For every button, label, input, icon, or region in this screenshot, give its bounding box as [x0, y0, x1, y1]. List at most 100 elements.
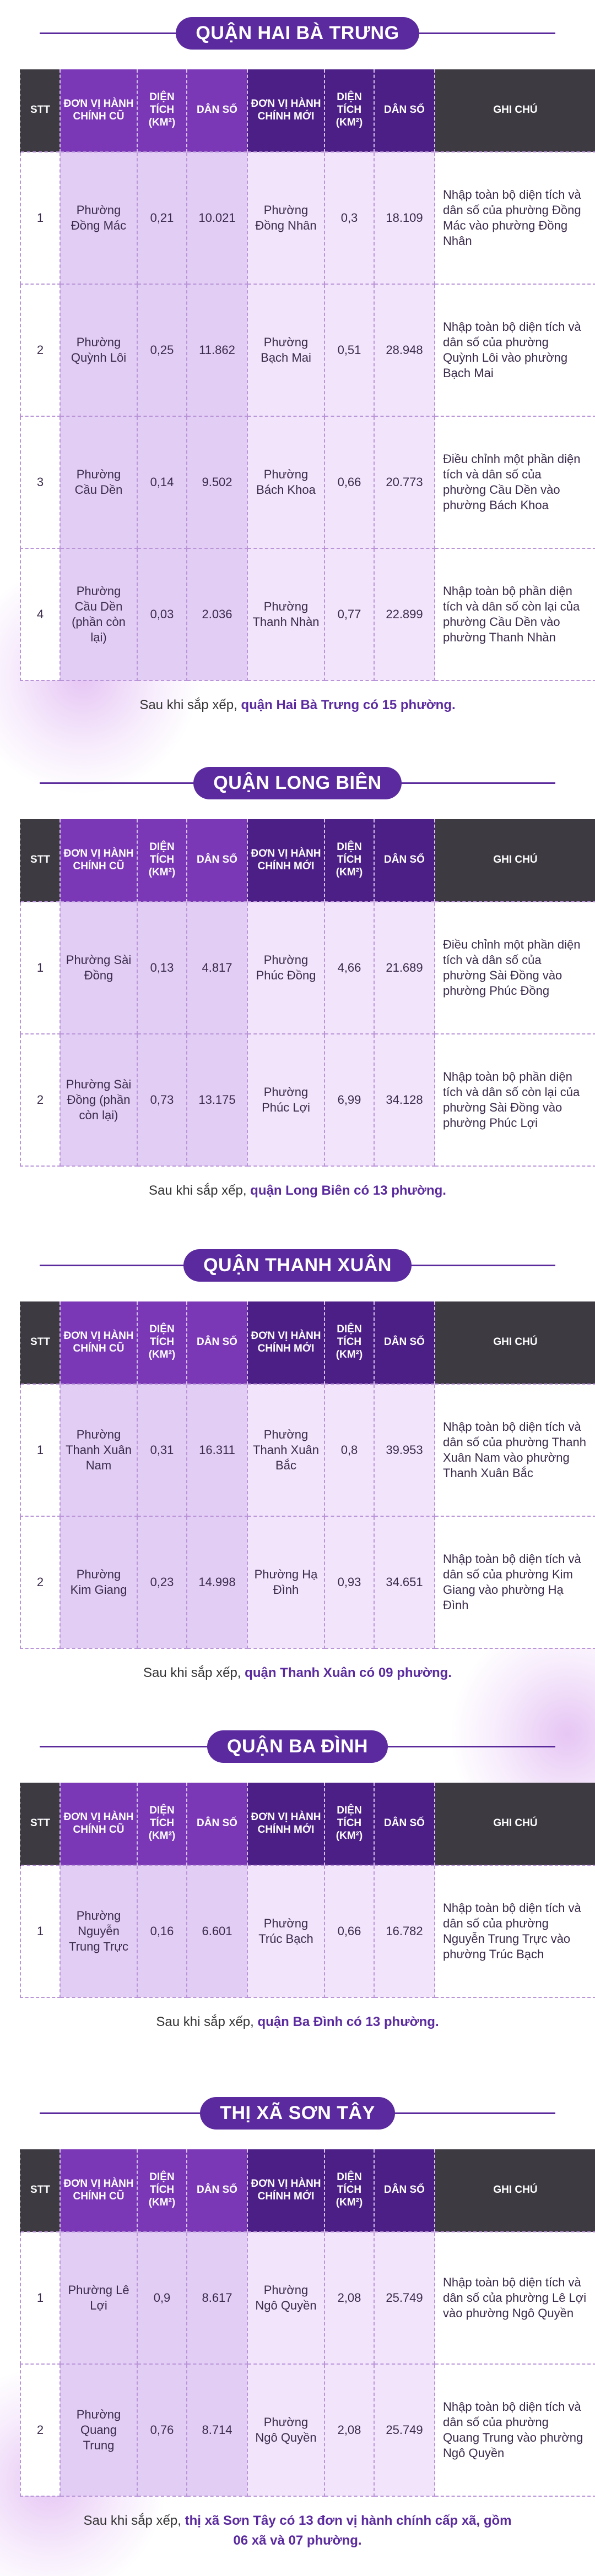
- header-old-population: DÂN SỐ: [186, 1301, 247, 1384]
- new-unit-area: 0,3: [324, 151, 375, 285]
- table-row: 1 Phường Nguyễn Trung Trực 0,16 6.601 Ph…: [20, 1865, 595, 1998]
- merger-table: STT ĐƠN VỊ HÀNH CHÍNH CŨ DIỆN TÍCH (KM²)…: [20, 2149, 595, 2497]
- old-unit-name: Phường Kim Giang: [60, 1516, 138, 1649]
- merger-table: STT ĐƠN VỊ HÀNH CHÍNH CŨ DIỆN TÍCH (KM²)…: [20, 1301, 595, 1649]
- new-unit-name: Phường Hạ Đình: [247, 1516, 325, 1649]
- note-cell: Nhập toàn bộ phần diện tích và dân số cò…: [434, 548, 595, 681]
- section-summary: Sau khi sắp xếp, thị xã Sơn Tây có 13 đơ…: [0, 2511, 595, 2551]
- header-note: GHI CHÚ: [434, 1301, 595, 1384]
- old-unit-area: 0,31: [137, 1384, 187, 1517]
- header-new-area: DIỆN TÍCH (KM²): [324, 69, 374, 152]
- table-row: 2 Phường Quang Trung 0,76 8.714 Phường N…: [20, 2363, 595, 2497]
- new-unit-population: 39.953: [374, 1384, 435, 1517]
- old-unit-area: 0,13: [137, 901, 187, 1034]
- header-stt: STT: [20, 819, 60, 902]
- header-stt: STT: [20, 1301, 60, 1384]
- summary-prefix: Sau khi sắp xếp,: [139, 698, 241, 712]
- header-old-unit: ĐƠN VỊ HÀNH CHÍNH CŨ: [60, 69, 137, 152]
- old-unit-area: 0,21: [137, 151, 187, 285]
- row-number: 2: [20, 2363, 61, 2497]
- old-unit-area: 0,76: [137, 2363, 187, 2497]
- section-long-bien: QUẬN LONG BIÊN STT ĐƠN VỊ HÀNH CHÍNH CŨ …: [0, 765, 595, 1201]
- section-title: QUẬN LONG BIÊN: [193, 766, 402, 799]
- note-cell: Nhập toàn bộ phần diện tích và dân số cò…: [434, 1033, 595, 1167]
- header-new-area: DIỆN TÍCH (KM²): [324, 1301, 374, 1384]
- summary-prefix: Sau khi sắp xếp,: [156, 2014, 258, 2029]
- summary-highlight: quận Thanh Xuân có 09 phường.: [245, 1665, 452, 1680]
- summary-highlight: quận Long Biên có 13 phường.: [250, 1183, 446, 1198]
- note-cell: Nhập toàn bộ diện tích và dân số của phư…: [434, 2363, 595, 2497]
- new-unit-area: 0,8: [324, 1384, 375, 1517]
- header-stt: STT: [20, 1783, 60, 1865]
- table-header-row: STT ĐƠN VỊ HÀNH CHÍNH CŨ DIỆN TÍCH (KM²)…: [20, 69, 595, 152]
- header-note: GHI CHÚ: [434, 1783, 595, 1865]
- old-unit-name: Phường Quỳnh Lôi: [60, 284, 138, 417]
- summary-prefix: Sau khi sắp xếp,: [143, 1665, 245, 1680]
- section-summary: Sau khi sắp xếp, quận Hai Bà Trưng có 15…: [0, 695, 595, 715]
- new-unit-population: 18.109: [374, 151, 435, 285]
- section-heading: QUẬN LONG BIÊN: [0, 765, 595, 800]
- new-unit-population: 25.749: [374, 2363, 435, 2497]
- section-summary: Sau khi sắp xếp, quận Long Biên có 13 ph…: [0, 1181, 595, 1201]
- old-unit-name: Phường Đồng Mác: [60, 151, 138, 285]
- new-unit-name: Phường Đồng Nhân: [247, 151, 325, 285]
- section-heading: QUẬN THANH XUÂN: [0, 1248, 595, 1283]
- new-unit-population: 20.773: [374, 416, 435, 549]
- old-unit-area: 0,73: [137, 1033, 187, 1167]
- table-row: 2 Phường Quỳnh Lôi 0,25 11.862 Phường Bạ…: [20, 284, 595, 417]
- new-unit-name: Phường Thanh Nhàn: [247, 548, 325, 681]
- new-unit-name: Phường Thanh Xuân Bắc: [247, 1384, 325, 1517]
- note-cell: Điều chỉnh một phần diện tích và dân số …: [434, 416, 595, 549]
- new-unit-name: Phường Ngô Quyền: [247, 2231, 325, 2365]
- old-unit-area: 0,23: [137, 1516, 187, 1649]
- new-unit-area: 0,93: [324, 1516, 375, 1649]
- old-unit-name: Phường Nguyễn Trung Trực: [60, 1865, 138, 1998]
- merger-table: STT ĐƠN VỊ HÀNH CHÍNH CŨ DIỆN TÍCH (KM²)…: [20, 1783, 595, 1998]
- header-new-population: DÂN SỐ: [374, 2149, 435, 2232]
- section-ba-dinh: QUẬN BA ĐÌNH STT ĐƠN VỊ HÀNH CHÍNH CŨ DI…: [0, 1729, 595, 2032]
- header-old-area: DIỆN TÍCH (KM²): [137, 1301, 187, 1384]
- header-new-unit: ĐƠN VỊ HÀNH CHÍNH MỚI: [247, 819, 324, 902]
- row-number: 1: [20, 151, 61, 285]
- old-unit-population: 9.502: [186, 416, 248, 549]
- header-note: GHI CHÚ: [434, 2149, 595, 2232]
- section-heading: THỊ XÃ SƠN TÂY: [0, 2095, 595, 2131]
- old-unit-area: 0,14: [137, 416, 187, 549]
- note-cell: Nhập toàn bộ diện tích và dân số của phư…: [434, 2231, 595, 2365]
- old-unit-population: 10.021: [186, 151, 248, 285]
- new-unit-area: 2,08: [324, 2363, 375, 2497]
- table-row: 1 Phường Thanh Xuân Nam 0,31 16.311 Phườ…: [20, 1384, 595, 1517]
- header-old-unit: ĐƠN VỊ HÀNH CHÍNH CŨ: [60, 1301, 137, 1384]
- header-new-unit: ĐƠN VỊ HÀNH CHÍNH MỚI: [247, 1301, 324, 1384]
- section-title: THỊ XÃ SƠN TÂY: [200, 2096, 395, 2130]
- old-unit-population: 16.311: [186, 1384, 248, 1517]
- old-unit-name: Phường Sài Đồng: [60, 901, 138, 1034]
- summary-prefix: Sau khi sắp xếp,: [149, 1183, 251, 1198]
- note-cell: Nhập toàn bộ diện tích và dân số của phư…: [434, 151, 595, 285]
- summary-highlight: quận Ba Đình có 13 phường.: [257, 2014, 439, 2029]
- header-note: GHI CHÚ: [434, 819, 595, 902]
- header-old-area: DIỆN TÍCH (KM²): [137, 1783, 187, 1865]
- row-number: 1: [20, 1865, 61, 1998]
- header-new-unit: ĐƠN VỊ HÀNH CHÍNH MỚI: [247, 2149, 324, 2232]
- old-unit-area: 0,03: [137, 548, 187, 681]
- section-son-tay: THỊ XÃ SƠN TÂY STT ĐƠN VỊ HÀNH CHÍNH CŨ …: [0, 2095, 595, 2551]
- new-unit-name: Phường Trúc Bạch: [247, 1865, 325, 1998]
- row-number: 3: [20, 416, 61, 549]
- new-unit-area: 2,08: [324, 2231, 375, 2365]
- header-old-population: DÂN SỐ: [186, 2149, 247, 2232]
- header-new-area: DIỆN TÍCH (KM²): [324, 2149, 374, 2232]
- note-cell: Nhập toàn bộ diện tích và dân số của phư…: [434, 284, 595, 417]
- row-number: 1: [20, 2231, 61, 2365]
- note-cell: Nhập toàn bộ diện tích và dân số của phư…: [434, 1516, 595, 1649]
- header-note: GHI CHÚ: [434, 69, 595, 152]
- new-unit-area: 4,66: [324, 901, 375, 1034]
- row-number: 2: [20, 1516, 61, 1649]
- old-unit-name: Phường Thanh Xuân Nam: [60, 1384, 138, 1517]
- old-unit-name: Phường Quang Trung: [60, 2363, 138, 2497]
- section-hai-ba-trung: QUẬN HAI BÀ TRƯNG STT ĐƠN VỊ HÀNH CHÍNH …: [0, 15, 595, 715]
- new-unit-area: 0,51: [324, 284, 375, 417]
- summary-highlight: quận Hai Bà Trưng có 15 phường.: [241, 698, 456, 712]
- old-unit-name: Phường Sài Đồng (phần còn lại): [60, 1033, 138, 1167]
- row-number: 1: [20, 1384, 61, 1517]
